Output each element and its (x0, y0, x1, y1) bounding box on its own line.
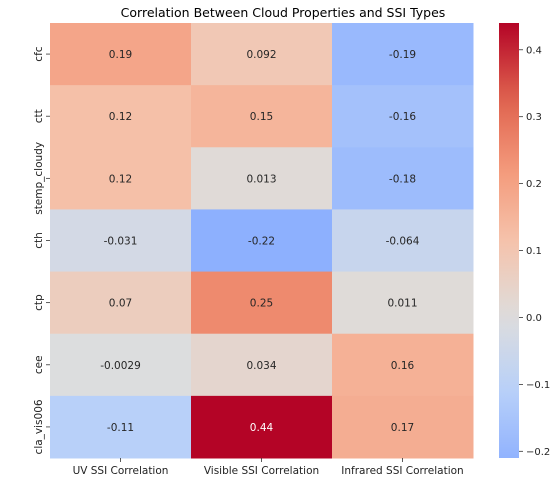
colorbar-tick-label: 0.2 (526, 179, 542, 190)
cell-annotation: -0.22 (248, 236, 275, 248)
heatmap-cell (191, 209, 333, 273)
cell-annotation: -0.19 (389, 49, 416, 61)
heatmap-cell (191, 147, 333, 210)
heatmap-cell (50, 85, 192, 148)
heatmap-cell (332, 23, 474, 86)
heatmap-cells: 0.19 0.092 -0.19 0.12 0.15 -0.16 0.12 0.013 -0.1… (50, 23, 474, 459)
column-label: Visible SSI Correlation (204, 465, 319, 477)
heatmap-cell (50, 395, 192, 459)
row-label: cfc (33, 46, 45, 61)
cell-annotation: 0.12 (109, 111, 132, 123)
heatmap-cell (50, 209, 192, 273)
colorbar-tick-label: −0.2 (526, 447, 550, 458)
colorbar (499, 23, 519, 458)
row-label: ctt (33, 109, 45, 123)
cell-annotation: 0.12 (109, 173, 132, 185)
heatmap-cell (191, 333, 333, 397)
cell-annotation: 0.07 (109, 298, 132, 310)
row-label: cth (33, 232, 45, 249)
column-label: Infrared SSI Correlation (341, 465, 463, 477)
row-label: cla_vis006 (33, 399, 45, 454)
cell-annotation: 0.013 (246, 173, 276, 185)
heatmap-cell (332, 271, 474, 335)
cell-annotation: -0.064 (386, 236, 420, 248)
heatmap-cell (50, 23, 192, 86)
column-label: UV SSI Correlation (73, 465, 169, 477)
cell-annotation: -0.031 (104, 236, 138, 248)
cell-annotation: 0.15 (250, 111, 273, 123)
column-tick-labels: UV SSI Correlation Visible SSI Correlatio… (73, 458, 464, 477)
heatmap-cell (332, 85, 474, 148)
cell-annotation: 0.011 (387, 298, 417, 310)
heatmap-cell (50, 271, 192, 335)
row-label: ctp (33, 294, 45, 311)
chart-title: Correlation Between Cloud Properties and… (121, 5, 446, 20)
cell-annotation: -0.0029 (100, 360, 141, 372)
heatmap-cell (191, 271, 333, 335)
heatmap-cell (332, 209, 474, 273)
cell-annotation: 0.19 (109, 49, 132, 61)
colorbar-tick-label: 0.3 (526, 112, 542, 123)
heatmap-cell (50, 147, 192, 210)
cell-annotation: 0.16 (391, 360, 415, 372)
heatmap-cell (191, 85, 333, 148)
cell-annotation: 0.17 (391, 422, 414, 434)
heatmap-cell (332, 147, 474, 210)
cell-annotation: 0.092 (246, 49, 276, 61)
cell-annotation: -0.11 (107, 422, 134, 434)
cell-annotation: -0.16 (389, 111, 416, 123)
heatmap-cell (50, 333, 192, 397)
cell-annotation: 0.25 (250, 298, 273, 310)
colorbar-tick-label: 0.4 (526, 45, 542, 56)
heatmap-cell (332, 395, 474, 459)
colorbar-tick-label: 0.1 (526, 246, 542, 257)
row-label: stemp_cloudy (33, 142, 45, 215)
colorbar-tick-label: 0.0 (526, 313, 542, 324)
colorbar-ticks: −0.2 −0.1 0.0 0.1 0.2 0.3 0.4 (519, 45, 550, 458)
cell-annotation: 0.44 (250, 422, 274, 434)
heatmap-cell (191, 23, 333, 86)
heatmap-cell (332, 333, 474, 397)
row-label: cee (33, 355, 45, 374)
colorbar-tick-label: −0.1 (526, 380, 550, 391)
cell-annotation: 0.034 (246, 360, 276, 372)
heatmap-cell (191, 395, 333, 459)
cell-annotation: -0.18 (389, 173, 416, 185)
